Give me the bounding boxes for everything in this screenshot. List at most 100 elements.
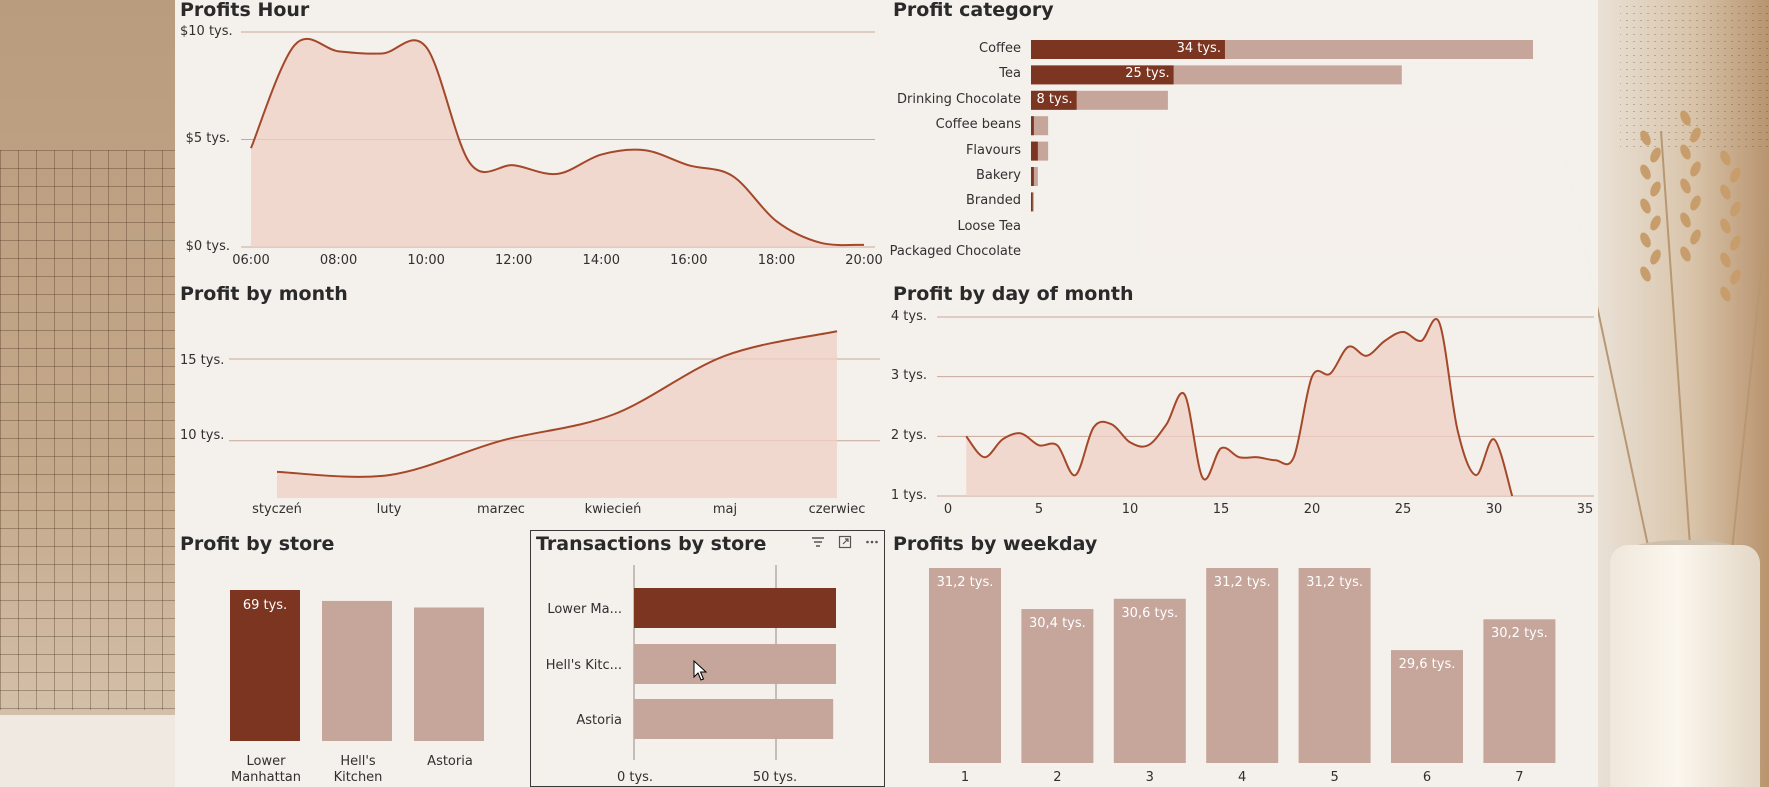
day-xtick: 15 <box>1212 502 1230 517</box>
more-options-icon[interactable] <box>865 535 879 553</box>
background-grid-pattern <box>0 150 175 710</box>
profits-hour-area <box>251 38 864 247</box>
transactions-xtick: 50 tys. <box>752 770 798 785</box>
day-ytick: 3 tys. <box>890 368 927 383</box>
weekday-bar <box>1298 568 1371 763</box>
month-line <box>276 330 838 478</box>
category-label: Flavours <box>965 142 1021 158</box>
store-label-hells-kitchen: Hell's Kitchen <box>333 754 383 785</box>
transactions-xtick: 0 tys. <box>616 770 654 785</box>
category-label: Bakery <box>976 168 1021 183</box>
category-value-label: 25 tys. <box>1125 66 1170 82</box>
profit-by-month-title: Profit by month <box>180 283 348 305</box>
weekday-bar <box>1483 619 1556 763</box>
weekday-value-label: 31,2 tys. <box>936 575 994 590</box>
category-bar <box>1031 65 1174 85</box>
store-bar <box>230 590 300 741</box>
weekday-bar <box>929 568 1001 763</box>
transactions-by-store-title: Transactions by store <box>536 533 767 555</box>
category-label: Branded <box>966 193 1021 209</box>
profits-hour-xtick: 16:00 <box>670 253 708 268</box>
weekday-xtick: 4 <box>1238 770 1247 785</box>
day-ytick: 4 tys. <box>890 309 927 324</box>
weekday-value-label: 31,2 tys. <box>1213 575 1271 590</box>
day-xtick: 25 <box>1394 502 1412 517</box>
category-bar <box>1031 141 1038 161</box>
category-bar <box>1031 167 1034 186</box>
profit-by-day-title: Profit by day of month <box>893 283 1134 305</box>
profits-hour-xtick: 06:00 <box>232 253 270 268</box>
month-ytick: 10 tys. <box>180 428 225 443</box>
day-xtick: 10 <box>1121 502 1139 517</box>
weekday-xtick: 2 <box>1053 770 1062 785</box>
vase-decoration <box>1610 545 1760 787</box>
month-xtick: styczeń <box>252 502 302 517</box>
profits-hour-title: Profits Hour <box>180 0 310 21</box>
category-bar <box>1031 192 1033 212</box>
category-bar <box>1031 90 1077 110</box>
background-mesh <box>1620 0 1769 150</box>
profits-by-weekday-title: Profits by weekday <box>893 533 1098 555</box>
weekday-value-label: 29,6 tys. <box>1398 657 1456 673</box>
store-value-label: 69 tys. <box>242 598 288 613</box>
focus-mode-icon[interactable] <box>838 535 852 553</box>
profits-hour-line <box>250 37 865 247</box>
category-value-label: 34 tys. <box>1176 41 1221 56</box>
category-bar-total <box>1031 167 1038 186</box>
weekday-bar <box>1021 609 1094 763</box>
transactions-store-label: Astoria <box>576 713 622 728</box>
day-xtick: 0 <box>943 502 953 517</box>
month-xtick: maj <box>712 502 738 517</box>
profits-hour-ytick: $0 tys. <box>185 239 230 254</box>
profits-hour-xtick: 20:00 <box>845 253 883 268</box>
month-xtick: marzec <box>477 502 525 517</box>
category-label: Packaged Chocolate <box>889 244 1021 260</box>
store-label-astoria: Astoria <box>427 754 473 769</box>
weekday-xtick: 5 <box>1330 770 1339 785</box>
weekday-xtick: 3 <box>1145 770 1154 785</box>
profits-hour-xtick: 08:00 <box>319 253 358 268</box>
transactions-bar <box>634 644 836 684</box>
day-xtick: 20 <box>1303 502 1321 517</box>
category-label: Loose Tea <box>957 218 1021 234</box>
transactions-store-label: Hell's Kitc... <box>545 658 622 673</box>
transactions-store-label: Lower Ma... <box>547 602 622 617</box>
day-line <box>965 318 1514 497</box>
category-label: Drinking Chocolate <box>896 91 1021 107</box>
weekday-bar <box>1113 598 1186 763</box>
profits-hour-ytick: $5 tys. <box>185 131 230 146</box>
store-bar <box>322 600 392 741</box>
category-bar <box>1031 116 1034 136</box>
profits-hour-xtick: 18:00 <box>757 253 796 268</box>
weekday-value-label: 30,4 tys. <box>1029 616 1086 632</box>
profits-hour-xtick: 10:00 <box>407 253 445 268</box>
store-label-lower-manhattan: Lower Manhattan <box>230 754 302 785</box>
month-xtick: luty <box>376 502 402 517</box>
weekday-xtick: 6 <box>1422 770 1432 785</box>
weekday-value-label: 31,2 tys. <box>1306 575 1363 590</box>
filter-icon[interactable] <box>811 535 825 553</box>
day-area <box>966 318 1513 496</box>
profit-by-store-title: Profit by store <box>180 533 335 555</box>
transactions-bar <box>634 588 836 628</box>
background-table <box>0 715 175 787</box>
store-bar <box>414 607 484 741</box>
background-left <box>0 0 175 787</box>
category-label: Coffee beans <box>935 117 1021 133</box>
weekday-xtick: 1 <box>960 770 970 785</box>
weekday-bar <box>1206 568 1279 763</box>
transactions-bar <box>634 699 834 739</box>
month-xtick: czerwiec <box>808 502 866 517</box>
profits-hour-ytick: $10 tys. <box>180 24 233 39</box>
category-bar <box>1031 40 1225 59</box>
weekday-xtick: 7 <box>1515 770 1524 785</box>
category-label: Coffee <box>979 41 1021 56</box>
profits-hour-xtick: 12:00 <box>494 253 533 268</box>
day-ytick: 1 tys. <box>890 488 927 503</box>
day-xtick: 30 <box>1485 502 1503 517</box>
month-ytick: 15 tys. <box>180 353 225 368</box>
day-xtick: 5 <box>1034 502 1044 517</box>
month-area <box>277 331 837 498</box>
day-xtick: 35 <box>1576 502 1594 517</box>
